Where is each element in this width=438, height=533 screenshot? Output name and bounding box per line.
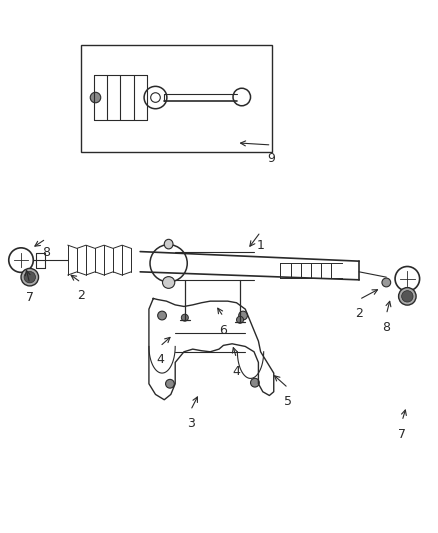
Text: 8: 8 bbox=[382, 321, 390, 335]
Text: 2: 2 bbox=[77, 289, 85, 303]
Circle shape bbox=[399, 288, 416, 305]
Circle shape bbox=[166, 379, 174, 388]
Circle shape bbox=[251, 378, 259, 387]
Text: 7: 7 bbox=[398, 428, 406, 441]
Text: 3: 3 bbox=[187, 417, 194, 431]
Text: 2: 2 bbox=[355, 306, 363, 320]
Ellipse shape bbox=[164, 239, 173, 249]
Text: 4: 4 bbox=[233, 365, 240, 378]
Ellipse shape bbox=[162, 277, 175, 288]
Circle shape bbox=[181, 314, 188, 321]
Text: 7: 7 bbox=[26, 290, 34, 304]
Text: 6: 6 bbox=[219, 324, 227, 337]
Circle shape bbox=[24, 271, 35, 283]
Text: 4: 4 bbox=[156, 353, 164, 367]
Text: 9: 9 bbox=[268, 152, 276, 165]
Circle shape bbox=[158, 311, 166, 320]
Circle shape bbox=[239, 311, 247, 320]
Text: 5: 5 bbox=[284, 395, 292, 408]
Text: 8: 8 bbox=[42, 246, 50, 259]
Circle shape bbox=[90, 92, 101, 103]
Circle shape bbox=[402, 290, 413, 302]
Circle shape bbox=[382, 278, 391, 287]
Circle shape bbox=[21, 269, 39, 286]
Bar bbox=[81, 45, 272, 152]
Text: 1: 1 bbox=[257, 239, 265, 252]
Circle shape bbox=[237, 316, 244, 324]
